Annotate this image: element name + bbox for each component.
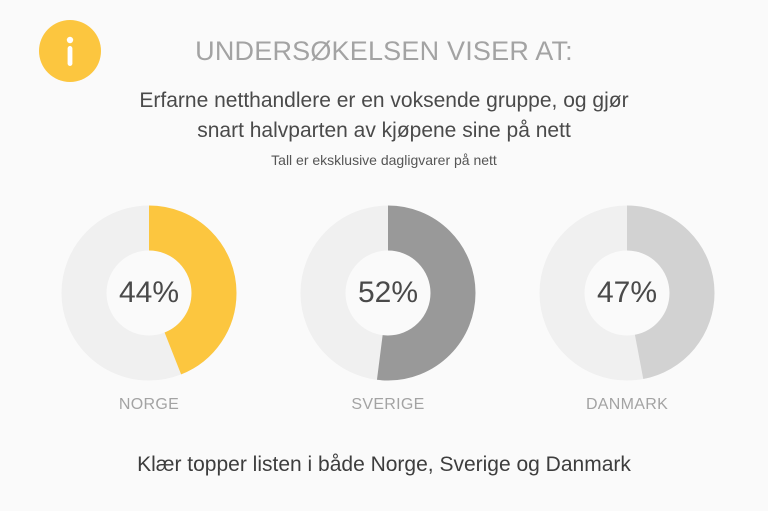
footnote: Tall er eksklusive dagligvarer på nett — [271, 152, 497, 168]
donut-chart-danmark: 47% — [539, 205, 715, 381]
donut-slice-sverige — [300, 205, 476, 381]
donut-chart-sverige: 52% — [300, 205, 476, 381]
country-label-sverige: SVERIGE — [351, 396, 425, 413]
page-title: UNDERSØKELSEN VISER AT: — [195, 36, 573, 66]
value-label-danmark: 47% — [596, 276, 658, 309]
info-icon — [39, 20, 101, 82]
footer-text: Klær topper listen i både Norge, Sverige… — [137, 453, 631, 476]
donut-svg-norge — [61, 205, 237, 381]
country-label-danmark: DANMARK — [585, 396, 669, 413]
donut-slice-norge — [61, 205, 237, 381]
value-label-norge: 44% — [118, 276, 180, 309]
headline-line-2: snart halvparten av kjøpene sine på nett — [197, 119, 571, 142]
donut-chart-norge: 44% — [61, 205, 237, 381]
value-label-sverige: 52% — [357, 276, 419, 309]
donut-slice-danmark — [539, 205, 715, 381]
country-label-norge: NORGE — [118, 396, 180, 413]
headline-line-1: Erfarne netthandlere er en voksende grup… — [139, 89, 629, 112]
donut-svg-sverige — [300, 205, 476, 381]
headline: Erfarne netthandlere er en voksende grup… — [0, 86, 768, 146]
donut-svg-danmark — [539, 205, 715, 381]
